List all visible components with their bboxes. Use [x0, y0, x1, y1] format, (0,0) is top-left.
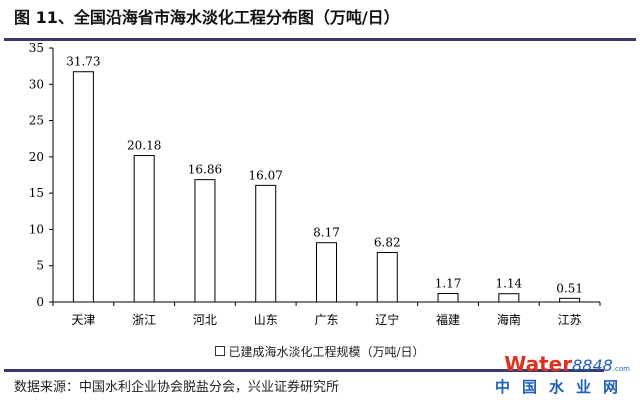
- legend-swatch: [215, 346, 226, 356]
- data-label: 20.18: [127, 139, 161, 153]
- x-tick-label: 辽宁: [375, 312, 399, 327]
- bar: [255, 184, 277, 303]
- bar: [437, 293, 459, 303]
- data-label: 8.17: [313, 226, 340, 240]
- data-label: 1.17: [435, 277, 462, 291]
- data-label: 31.73: [66, 55, 100, 69]
- logo-num: 8848: [572, 356, 613, 375]
- y-tick-label: 15: [29, 186, 44, 200]
- bar-chart: 0 5 10 15 20 25 30 35 31.73 天津 20.18 浙江 16.86 河北 16.07…: [29, 41, 601, 327]
- logo-dotcom: .com: [612, 365, 630, 373]
- x-tick-label: 天津: [71, 313, 95, 327]
- logo-brand: Water: [504, 352, 573, 376]
- y-tick-label: 0: [36, 295, 44, 309]
- title-rule: [4, 38, 636, 41]
- bar: [316, 242, 337, 303]
- bar: [498, 293, 520, 303]
- data-label: 0.51: [556, 281, 583, 295]
- bar: [559, 297, 581, 303]
- source-text: 数据来源：中国水利企业协会脱盐分会，兴业证券研究所: [14, 380, 340, 395]
- data-label: 16.07: [249, 168, 283, 182]
- legend: 已建成海水淡化工程规模（万吨/日）: [0, 343, 640, 360]
- data-label: 6.82: [374, 236, 401, 250]
- watermark-logo: Water8848.com 中国水业网: [495, 352, 630, 397]
- y-tick-label: 10: [29, 222, 44, 236]
- y-tick-label: 35: [29, 41, 44, 55]
- x-tick-label: 浙江: [132, 313, 156, 327]
- bar: [194, 179, 216, 303]
- source-rule: [4, 369, 604, 372]
- y-tick-label: 25: [29, 114, 44, 128]
- x-tick-label: 江苏: [558, 313, 582, 327]
- logo-cn: 中国水业网: [494, 378, 630, 396]
- y-tick-label: 30: [29, 77, 44, 91]
- bar: [72, 71, 94, 303]
- x-tick-label: 海南: [497, 312, 521, 327]
- x-tick-label: 河北: [193, 313, 217, 327]
- y-tick-label: 20: [29, 150, 44, 164]
- x-tick-label: 广东: [314, 313, 338, 327]
- bar: [376, 252, 398, 303]
- figure-title: 图 11、全国沿海省市海水淡化工程分布图（万吨/日）: [14, 8, 400, 27]
- legend-label: 已建成海水淡化工程规模（万吨/日）: [228, 345, 425, 359]
- bar: [133, 155, 155, 303]
- x-tick-label: 福建: [436, 312, 460, 327]
- y-tick-label: 5: [36, 259, 44, 273]
- data-label: 16.86: [188, 163, 222, 177]
- data-label: 1.14: [495, 277, 522, 291]
- x-tick-label: 山东: [254, 313, 278, 327]
